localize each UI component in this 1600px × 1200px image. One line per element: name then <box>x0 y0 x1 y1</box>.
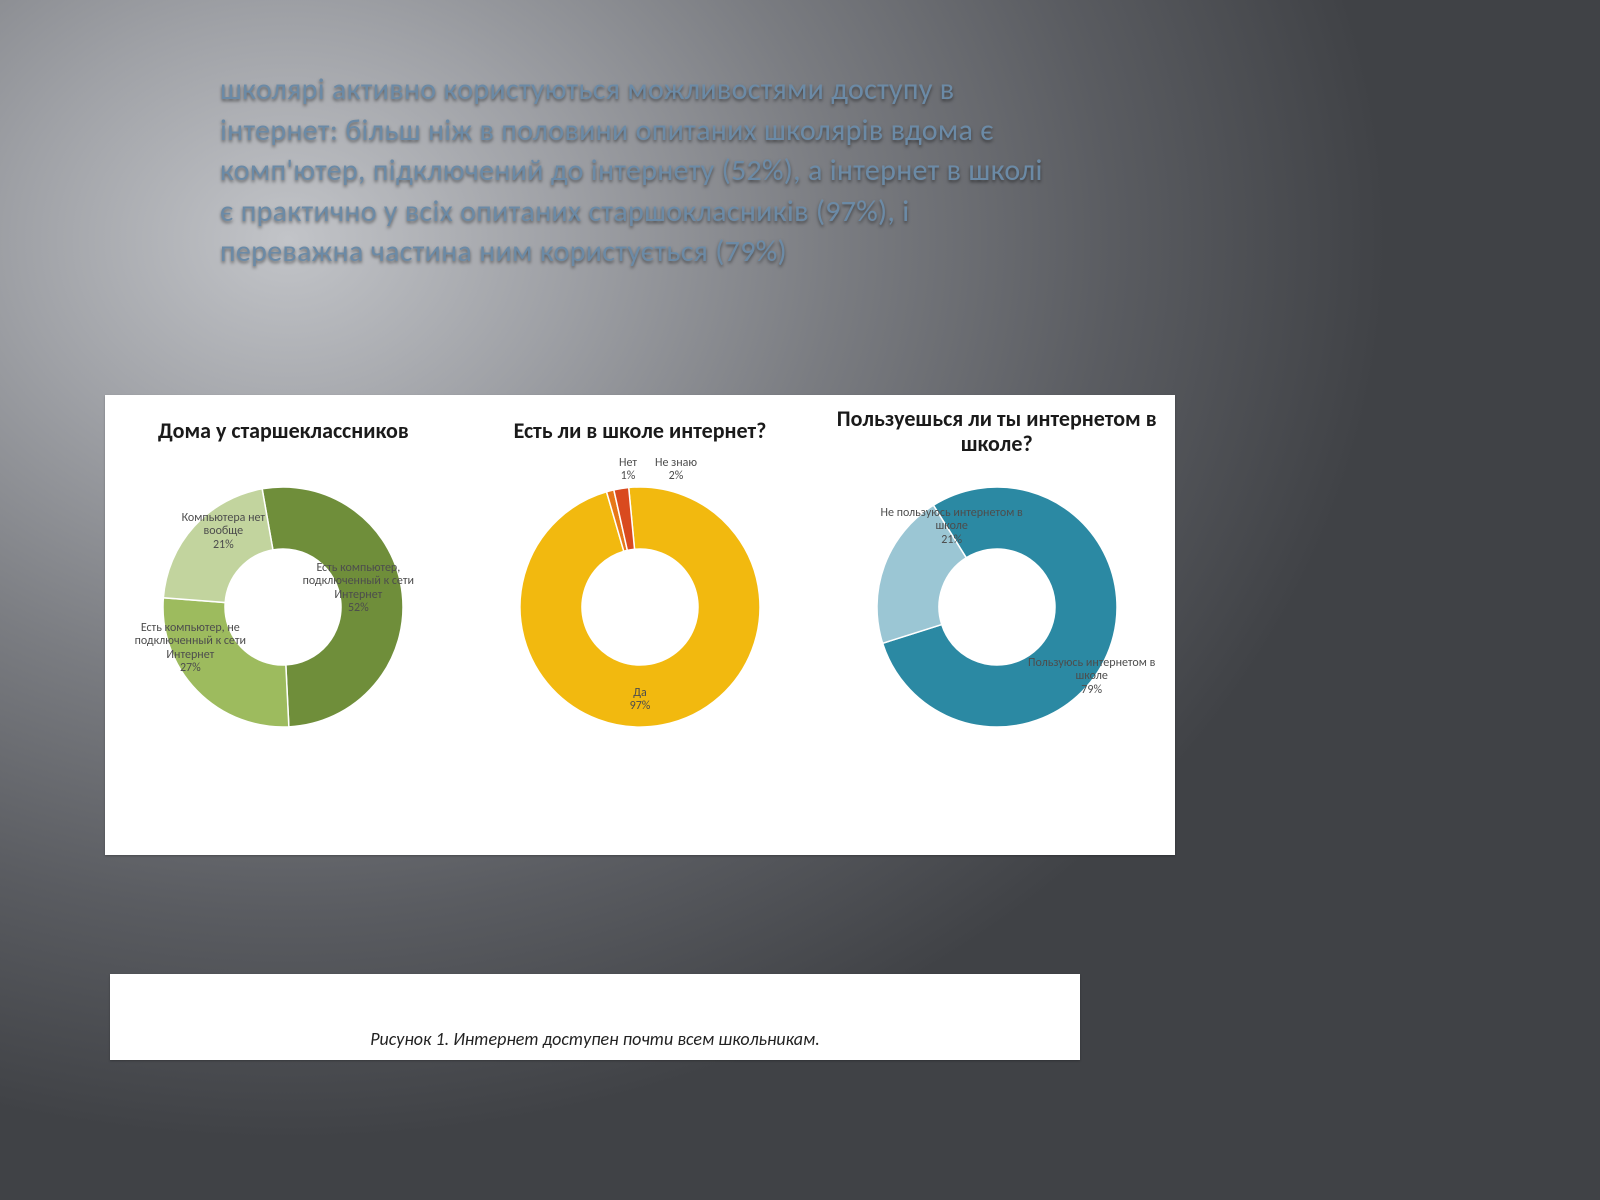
donut-slice <box>164 489 274 603</box>
caption-text: Рисунок 1. Интернет доступен почти всем … <box>370 1028 820 1050</box>
chart-1: Дома у старшеклассников Есть компьютер, … <box>105 395 462 855</box>
donut-slice <box>520 487 760 727</box>
chart-1-title: Дома у старшеклассников <box>150 403 417 459</box>
chart-3-donut: Пользуюсь интернетом в школе 79%Не польз… <box>857 467 1137 747</box>
donut-slice <box>163 598 289 727</box>
chart-1-donut: Есть компьютер, подключенный к сети Инте… <box>143 467 423 747</box>
caption-box: Рисунок 1. Интернет доступен почти всем … <box>110 974 1080 1060</box>
slide: школярі активно користуються можливостям… <box>0 0 1600 1200</box>
chart-3: Пользуешься ли ты интернетом в школе? По… <box>818 395 1175 855</box>
charts-panel: Дома у старшеклассников Есть компьютер, … <box>105 395 1175 855</box>
chart-2: Есть ли в школе интернет? Да 97%Нет 1%Не… <box>462 395 819 855</box>
chart-2-title: Есть ли в школе интернет? <box>506 403 775 459</box>
slice-label: Не знаю 2% <box>648 457 704 483</box>
slide-title: школярі активно користуються можливостям… <box>220 70 1050 273</box>
chart-2-donut: Да 97%Нет 1%Не знаю 2% <box>500 467 780 747</box>
chart-3-title: Пользуешься ли ты интернетом в школе? <box>818 403 1175 459</box>
